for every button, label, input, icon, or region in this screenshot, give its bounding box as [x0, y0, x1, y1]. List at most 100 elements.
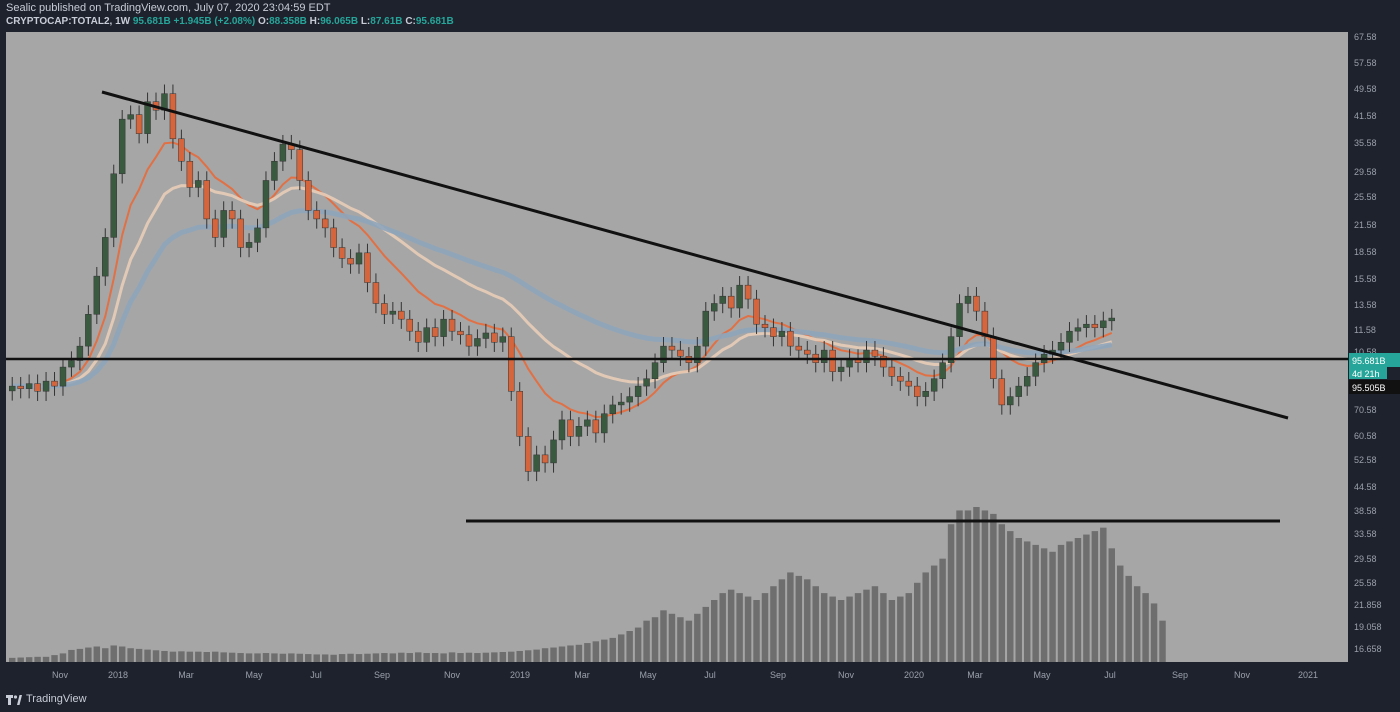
price-tag-ma: 95.505B: [1349, 380, 1400, 394]
volume-bar: [609, 637, 616, 662]
candle-up: [279, 143, 287, 162]
volume-bar: [516, 650, 523, 662]
candle-down: [203, 180, 210, 220]
candle-up: [643, 378, 650, 387]
volume-bar: [414, 652, 422, 662]
volume-bar: [575, 644, 583, 662]
current-price-label: 95.681B: [1352, 356, 1386, 366]
volume-bar: [296, 653, 304, 662]
y-tick-label: 19.058: [1354, 622, 1382, 632]
x-tick-label: Nov: [838, 670, 855, 680]
candle-up: [1100, 320, 1107, 328]
y-tick-label: 52.58: [1354, 455, 1377, 465]
volume-bar: [702, 606, 710, 662]
volume-bar: [237, 653, 244, 662]
y-tick-label: 38.58: [1354, 506, 1377, 516]
ma-price-label: 95.505B: [1352, 383, 1386, 393]
volume-bar: [964, 510, 972, 662]
candle-up: [474, 338, 481, 347]
volume-bar: [1100, 527, 1107, 662]
candle-down: [364, 252, 371, 283]
volume-bar: [1108, 548, 1115, 662]
x-tick-label: Mar: [574, 670, 590, 680]
candle-down: [457, 330, 464, 336]
candle-up: [660, 345, 667, 363]
volume-bar: [888, 600, 896, 662]
volume-bar: [9, 657, 16, 662]
volume-bar: [677, 617, 684, 662]
volume-bar: [694, 613, 701, 662]
candle-down: [990, 336, 997, 379]
published-info: Sealic published on TradingView.com, Jul…: [6, 2, 331, 14]
candle-down: [34, 383, 41, 392]
candlesticks: [9, 84, 1115, 482]
volume-bar: [1049, 551, 1056, 662]
volume-bar: [753, 600, 760, 662]
candle-down: [592, 419, 600, 434]
volume-bar: [364, 653, 371, 662]
x-tick-label: Nov: [52, 670, 69, 680]
y-tick-label: 11.58: [1354, 325, 1376, 335]
volume-bar: [897, 596, 904, 662]
candle-up: [609, 404, 616, 414]
volume-bar: [998, 524, 1006, 662]
candle-up: [626, 396, 633, 403]
candle-up: [1015, 385, 1022, 397]
candle-up: [584, 419, 591, 427]
candle-down: [871, 349, 879, 357]
volume-bar: [313, 654, 320, 662]
candle-up: [1083, 323, 1090, 328]
volume-bar: [990, 513, 997, 662]
symbol-label[interactable]: CRYPTOCAP:TOTAL2, 1W: [6, 16, 131, 27]
volume-bar: [1133, 586, 1141, 662]
candle-up: [1032, 362, 1039, 377]
close-label: C:: [405, 16, 416, 27]
x-tick-label: 2021: [1298, 670, 1318, 680]
volume-bar: [524, 650, 532, 662]
candle-up: [1074, 327, 1082, 332]
volume-bar: [829, 596, 836, 662]
volume-bar: [59, 653, 67, 662]
volume-bar: [804, 579, 811, 662]
price-chart[interactable]: 67.58 57.58 49.58 41.58 35.58 29.58 25.58 21.58…: [0, 0, 1400, 688]
volume-bar: [406, 653, 413, 662]
volume-bar: [601, 639, 608, 662]
descending-trendline: [101, 90, 1289, 420]
volume-bar: [1040, 548, 1048, 662]
x-tick-label: Sep: [770, 670, 786, 680]
y-tick-label: 21.58: [1354, 220, 1377, 230]
ema-slow-line: [12, 208, 1113, 389]
price-axis-labels: 67.58 57.58 49.58 41.58 35.58 29.58 25.58 21.58…: [1354, 32, 1382, 654]
candle-up: [1066, 330, 1073, 343]
candle-down: [398, 310, 405, 320]
candle-down: [415, 330, 422, 343]
x-tick-label: May: [639, 670, 657, 680]
volume-bar: [68, 649, 75, 662]
candle-down: [897, 376, 904, 382]
candle-down: [237, 218, 244, 248]
volume-bar: [161, 650, 168, 662]
candle-up: [68, 360, 75, 368]
volume-bar: [617, 634, 625, 662]
y-tick-label: 29.58: [1354, 167, 1377, 177]
candle-down: [321, 218, 329, 229]
volume-bar: [245, 653, 253, 662]
volume-bar: [347, 653, 354, 662]
candle-up: [1023, 376, 1031, 387]
volume-bar: [321, 654, 329, 662]
candle-up: [964, 295, 972, 304]
candle-down: [508, 336, 515, 392]
candle-up: [651, 362, 659, 379]
volume-bar: [1083, 534, 1090, 662]
candle-down: [491, 332, 498, 343]
y-tick-label: 29.58: [1354, 554, 1377, 564]
candle-up: [778, 330, 786, 337]
candle-up: [482, 332, 490, 339]
volume-bar: [398, 652, 405, 662]
candle-down: [981, 310, 989, 337]
candle-up: [947, 336, 955, 363]
volume-bar: [1032, 544, 1039, 662]
volume-bar: [457, 653, 464, 662]
candle-down: [998, 378, 1006, 406]
volume-bar: [127, 648, 134, 662]
